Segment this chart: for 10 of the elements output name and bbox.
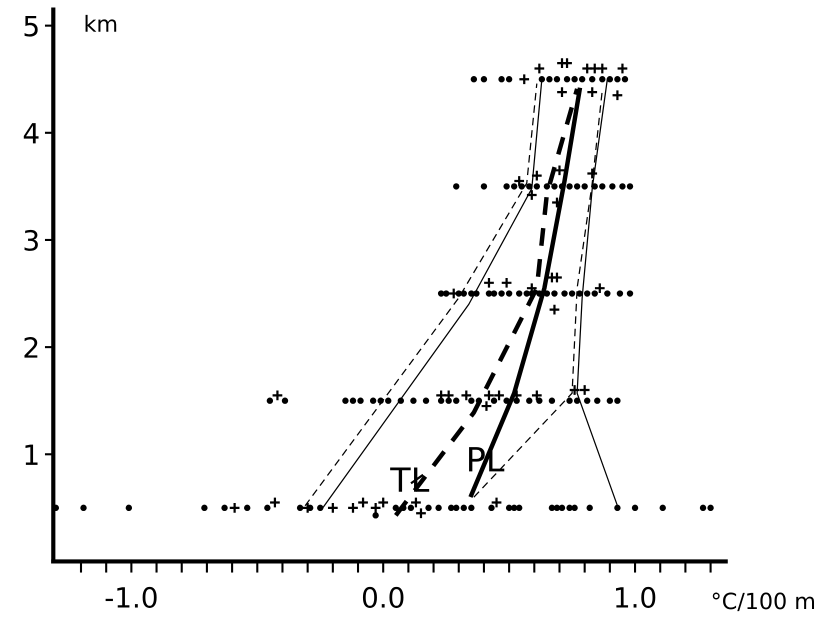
y-tick-label: 5	[24, 16, 38, 37]
x-axis-title: °C/100 m	[712, 592, 814, 612]
y-tick-label: 1	[25, 444, 38, 465]
x-tick-label: 1.0	[616, 586, 656, 608]
y-tick-label: 2	[24, 337, 38, 358]
x-tick-label: -1.0	[106, 586, 157, 608]
y-tick-label: 3	[24, 230, 38, 251]
y-axis-title: km	[86, 14, 116, 32]
x-tick-label: 0.0	[362, 586, 404, 608]
y-tick-label: 4	[24, 123, 39, 144]
